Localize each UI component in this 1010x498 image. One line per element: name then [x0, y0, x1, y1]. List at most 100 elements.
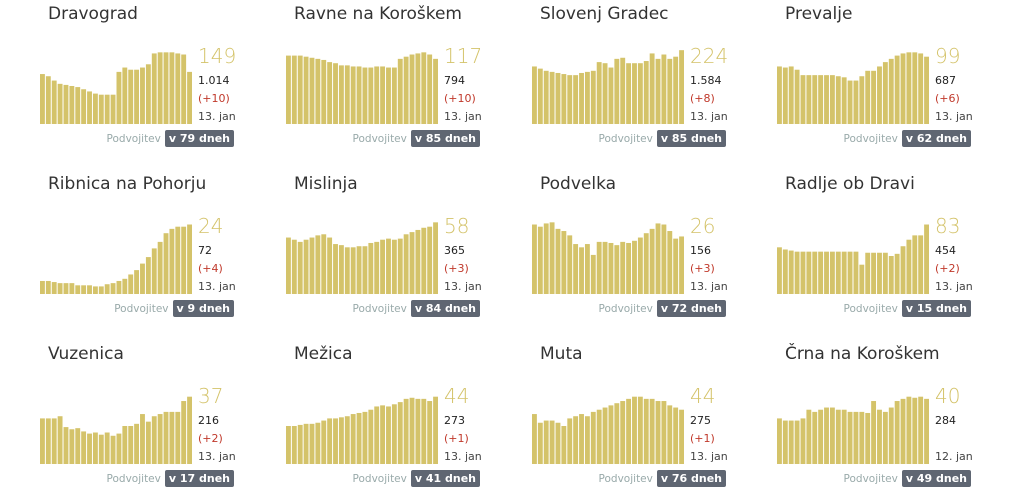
bar [421, 398, 427, 464]
bar [573, 416, 579, 464]
bar [98, 434, 104, 464]
doubling-footer: Podvojitev v 41 dneh [353, 470, 480, 487]
bar [620, 57, 626, 124]
municipality-card[interactable]: Mislinja 58 365 (+3) 13. jan Podvojitev v 84 d… [286, 174, 486, 328]
bar [303, 239, 309, 294]
bar [315, 422, 321, 464]
bar [145, 64, 151, 124]
bar [894, 253, 900, 294]
bar [847, 251, 853, 294]
bar [409, 232, 415, 294]
bar [596, 62, 602, 124]
bar [291, 426, 297, 464]
sparkline-chart [40, 52, 192, 124]
date-label: 13. jan [198, 450, 236, 463]
bar [853, 251, 859, 294]
total-cases-value: 284 [935, 414, 956, 427]
municipality-title: Vuzenica [48, 344, 124, 364]
bar [427, 226, 433, 294]
bar [98, 94, 104, 124]
bar [187, 396, 192, 464]
bar [782, 67, 788, 124]
bar [128, 426, 134, 464]
municipality-card[interactable]: Slovenj Gradec 224 1.584 (+8) 13. jan Podvoji… [532, 4, 732, 158]
bar [45, 418, 51, 464]
bar [590, 254, 596, 294]
municipality-card[interactable]: Mežica 44 273 (+1) 13. jan Podvojitev v 41 dne… [286, 344, 486, 498]
doubling-footer: Podvojitev v 17 dneh [107, 470, 234, 487]
bar [900, 398, 906, 464]
bar [818, 409, 824, 464]
bar [374, 406, 380, 464]
bar [286, 55, 291, 124]
bar [151, 248, 157, 294]
total-cases-value: 365 [444, 244, 465, 257]
bar [532, 224, 537, 294]
bar [906, 239, 912, 294]
bar [315, 58, 321, 124]
doubling-badge: v 84 dneh [410, 300, 480, 317]
municipality-card[interactable]: Črna na Koroškem 40 284 12. jan Podvojitev v … [777, 344, 977, 498]
municipality-card[interactable]: Ribnica na Pohorju 24 72 (+4) 13. jan Podvoji… [40, 174, 240, 328]
bar [380, 239, 386, 294]
municipality-card[interactable]: Ravne na Koroškem 117 794 (+10) 13. jan Podvo… [286, 4, 486, 158]
bar [614, 403, 620, 464]
municipality-title: Muta [540, 344, 583, 364]
active-cases-value: 58 [444, 214, 470, 238]
bar [782, 420, 788, 464]
municipality-title: Ravne na Koroškem [294, 4, 462, 24]
bar [338, 245, 344, 294]
bar [865, 412, 871, 464]
bar [380, 66, 386, 124]
bar [110, 283, 116, 294]
bar [806, 75, 812, 124]
municipality-card[interactable]: Radlje ob Dravi 83 454 (+2) 13. jan Podvojite… [777, 174, 977, 328]
bar [386, 67, 391, 124]
bar [350, 66, 356, 124]
bar [51, 282, 57, 294]
daily-change-value: (+1) [690, 432, 715, 445]
bar [87, 91, 92, 124]
sparkline-chart [532, 50, 684, 124]
bar [632, 396, 637, 464]
municipality-title: Radlje ob Dravi [785, 174, 915, 194]
bar [865, 70, 871, 124]
bar [286, 426, 291, 464]
date-label: 13. jan [690, 110, 728, 123]
bar [409, 397, 415, 464]
bar [806, 409, 812, 464]
bar [122, 426, 128, 464]
bar [75, 428, 81, 464]
bar [433, 396, 438, 464]
doubling-label: Podvojitev [106, 472, 161, 485]
bar [912, 397, 918, 464]
bar [918, 235, 924, 294]
sparkline-chart [286, 52, 438, 124]
municipality-card[interactable]: Podvelka 26 156 (+3) 13. jan Podvojitev v 72 d… [532, 174, 732, 328]
municipality-card[interactable]: Dravograd 149 1.014 (+10) 13. jan Podvojitev v… [40, 4, 240, 158]
bar [98, 286, 104, 294]
bar [40, 418, 45, 464]
bar [532, 414, 537, 464]
bar [327, 418, 333, 464]
bar [356, 66, 362, 124]
bar [403, 234, 409, 294]
bar [175, 411, 181, 464]
municipality-card[interactable]: Prevalje 99 687 (+6) 13. jan Podvojitev v 62 d… [777, 4, 977, 158]
bar [871, 401, 877, 464]
total-cases-value: 216 [198, 414, 219, 427]
doubling-badge: v 76 dneh [656, 470, 726, 487]
doubling-badge: v 85 dneh [656, 130, 726, 147]
total-cases-value: 275 [690, 414, 711, 427]
bar [297, 241, 303, 294]
bar [555, 422, 561, 464]
bar [632, 240, 637, 294]
total-cases-value: 687 [935, 74, 956, 87]
bar [637, 63, 643, 124]
municipality-title: Črna na Koroškem [785, 344, 940, 364]
bar [327, 62, 333, 124]
bar [69, 429, 75, 464]
municipality-card[interactable]: Muta 44 275 (+1) 13. jan Podvojitev v 76 dneh [532, 344, 732, 498]
bar [906, 396, 912, 464]
municipality-card[interactable]: Vuzenica 37 216 (+2) 13. jan Podvojitev v 17 d… [40, 344, 240, 498]
